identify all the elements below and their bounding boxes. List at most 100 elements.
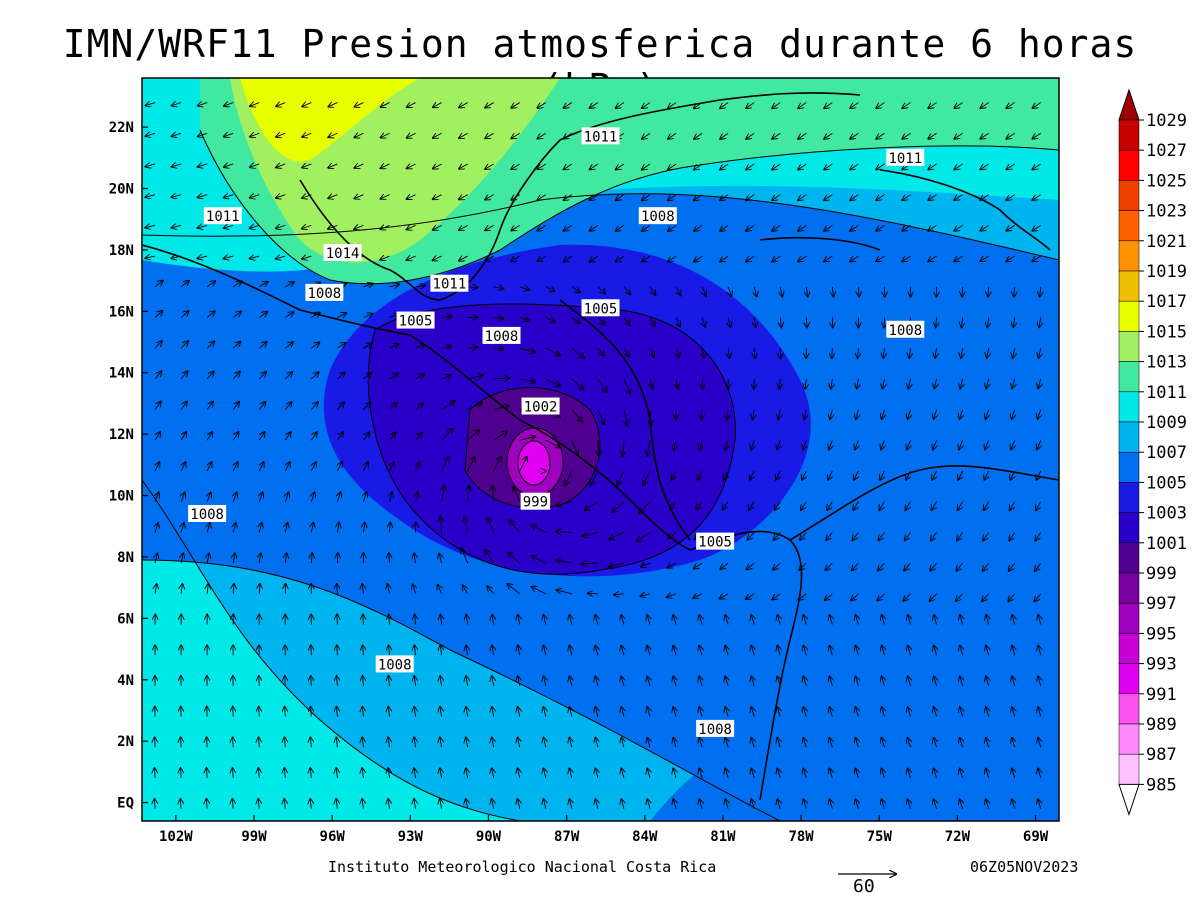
wind-arrow	[531, 587, 546, 595]
wind-arrow	[904, 562, 911, 571]
colorbar-swatch	[1118, 512, 1140, 544]
wind-arrow	[310, 799, 311, 809]
wind-arrow	[155, 523, 158, 533]
wind-arrow	[1032, 102, 1042, 109]
wind-arrow	[145, 133, 156, 136]
wind-arrow	[337, 402, 344, 410]
lon-label: 81W	[710, 829, 736, 845]
wind-arrow	[1012, 799, 1015, 809]
wind-arrow	[354, 164, 364, 168]
wind-arrow	[389, 462, 393, 472]
wind-arrow	[493, 432, 507, 441]
wind-arrow	[803, 707, 806, 717]
wind-arrow	[1038, 615, 1041, 625]
wind-arrow	[595, 738, 598, 748]
wind-arrow	[518, 707, 520, 717]
wind-arrow	[698, 470, 702, 480]
wind-arrow	[1032, 194, 1042, 200]
wind-arrow	[928, 102, 937, 109]
wind-arrow	[1037, 440, 1041, 449]
wind-arrow	[746, 225, 755, 231]
wind-arrow	[773, 562, 781, 570]
wind-arrow	[824, 255, 833, 262]
wind-arrow	[902, 132, 911, 139]
wind-arrow	[650, 409, 651, 426]
wind-arrow	[956, 593, 963, 601]
wind-arrow	[668, 255, 677, 262]
wind-arrow	[856, 646, 859, 656]
wind-arrow	[803, 440, 806, 449]
wind-arrow	[725, 646, 728, 656]
wind-arrow	[145, 164, 156, 167]
wind-arrow	[779, 378, 780, 389]
wind-arrow	[433, 256, 442, 260]
wind-arrow	[928, 194, 937, 200]
lon-label: 84W	[632, 829, 658, 845]
colorbar-label: 997	[1146, 594, 1177, 614]
wind-arrow	[302, 103, 312, 107]
wind-arrow	[467, 430, 480, 441]
wind-arrow	[750, 470, 754, 480]
wind-arrow	[1032, 132, 1042, 138]
wind-arrow	[642, 255, 651, 262]
wind-arrow	[284, 372, 292, 380]
wind-arrow	[647, 440, 650, 456]
wind-arrow	[931, 532, 937, 540]
wind-arrow	[984, 501, 990, 511]
coastlines	[142, 92, 1059, 801]
wind-arrow	[776, 470, 780, 480]
wind-arrow	[621, 738, 624, 748]
wind-arrow	[595, 646, 598, 656]
wind-arrow	[258, 799, 259, 809]
wind-arrow	[311, 553, 312, 564]
wind-arrow	[582, 563, 598, 564]
contour-label-bg	[520, 492, 551, 510]
wind-arrow	[276, 256, 286, 259]
wind-arrow	[362, 737, 363, 748]
wind-arrow	[608, 563, 625, 567]
wind-arrow	[777, 440, 780, 449]
contour-label: 1014	[326, 246, 360, 262]
colorbar-swatch	[1118, 451, 1140, 483]
wind-arrow	[933, 440, 937, 449]
contour-label-bg	[396, 311, 435, 329]
colorbar-label: 1017	[1146, 292, 1187, 312]
contour-label: 1005	[584, 301, 618, 317]
wind-arrow	[440, 737, 442, 748]
wind-arrow	[772, 163, 781, 170]
wind-arrow	[642, 102, 651, 109]
colorbar-label: 1021	[1146, 232, 1187, 252]
wind-arrow	[1006, 102, 1015, 109]
map-field	[142, 78, 1059, 821]
wind-arrow	[882, 646, 885, 656]
wind-arrow	[590, 102, 599, 109]
wind-arrow	[746, 562, 755, 569]
wind-arrow	[639, 501, 651, 514]
wind-arrow	[647, 676, 650, 687]
wind-arrow	[777, 676, 780, 687]
wind-arrow	[647, 738, 650, 748]
wind-arrow	[928, 255, 937, 261]
wind-arrow	[980, 163, 989, 169]
wind-arrow	[537, 224, 547, 230]
wind-arrow	[493, 287, 504, 289]
band-1005-east	[650, 680, 1059, 821]
wind-arrow	[832, 286, 833, 297]
colorbar-label: 1003	[1146, 504, 1187, 524]
wind-arrow	[569, 768, 571, 779]
isobar-lines	[142, 129, 1059, 821]
wind-arrow	[858, 348, 859, 358]
wind-arrow	[934, 646, 937, 656]
wind-arrow	[772, 255, 781, 262]
wind-arrow	[746, 132, 755, 139]
wind-arrow	[564, 255, 573, 262]
wind-arrow	[720, 255, 729, 262]
wind-arrow	[487, 518, 495, 533]
wind-arrow	[928, 163, 937, 170]
wind-arrow	[1037, 409, 1040, 419]
wind-arrow	[172, 133, 182, 136]
wind-arrow	[1034, 593, 1042, 602]
wind-arrow	[154, 799, 155, 809]
wind-arrow	[801, 501, 807, 510]
wind-arrow	[311, 342, 319, 349]
